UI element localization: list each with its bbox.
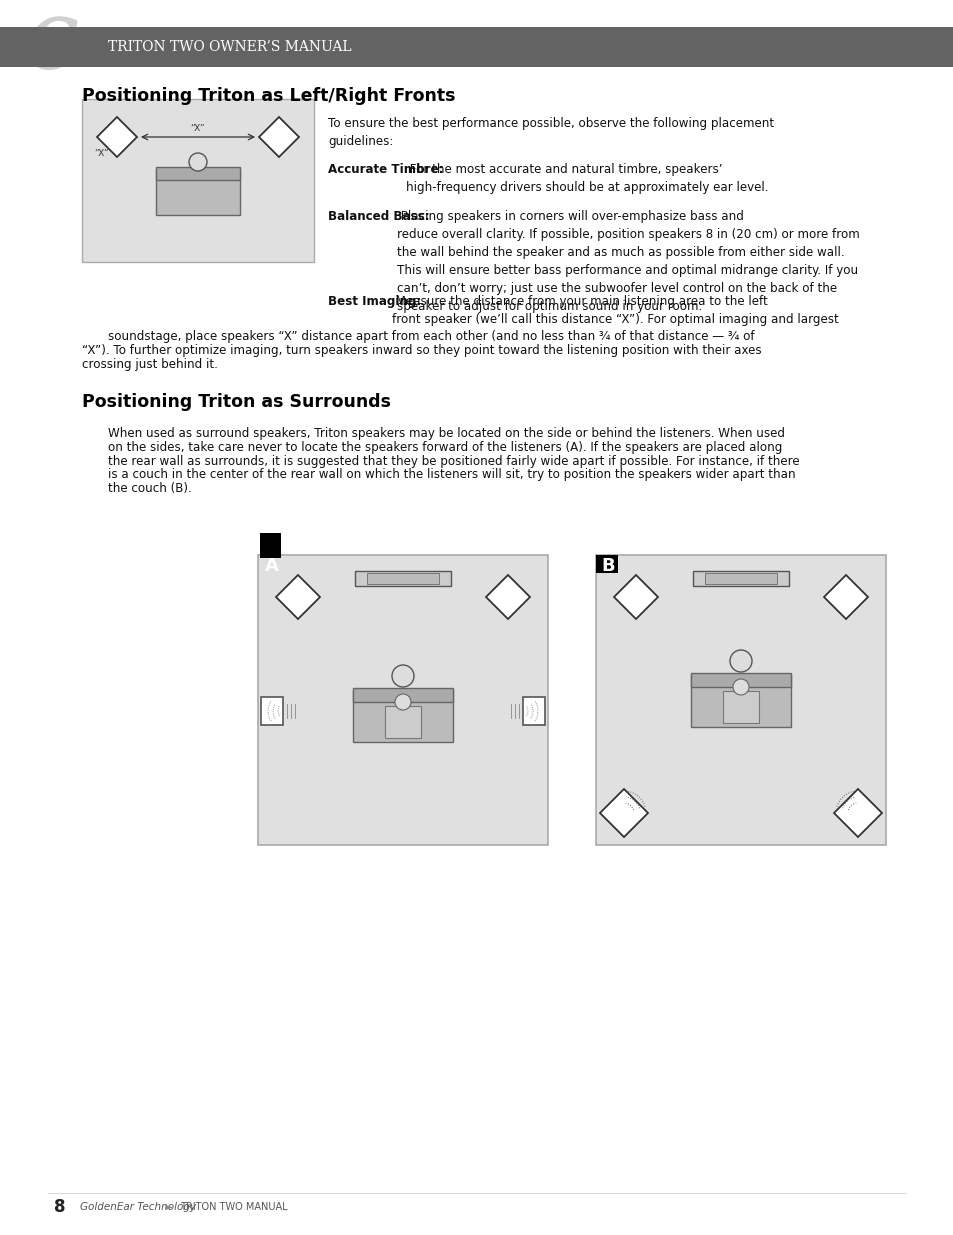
Circle shape: [189, 153, 207, 170]
Bar: [257, 555, 547, 845]
Bar: [722, 692, 759, 722]
Polygon shape: [823, 576, 867, 619]
Text: A: A: [265, 557, 278, 576]
Polygon shape: [258, 117, 298, 157]
Bar: [261, 697, 283, 725]
Polygon shape: [599, 789, 647, 837]
Text: “X”: “X”: [94, 149, 110, 158]
Polygon shape: [275, 576, 319, 619]
Bar: [0, 27, 953, 67]
Text: “X”). To further optimize imaging, turn speakers inward so they point toward the: “X”). To further optimize imaging, turn …: [82, 345, 760, 357]
Polygon shape: [485, 576, 530, 619]
Bar: [690, 676, 790, 727]
Text: GoldenEar Technology: GoldenEar Technology: [80, 1202, 196, 1212]
Text: ►: ►: [162, 1202, 176, 1212]
Text: TRITON TWO MANUAL: TRITON TWO MANUAL: [180, 1202, 287, 1212]
Text: A: A: [263, 536, 278, 555]
Text: When used as surround speakers, Triton speakers may be located on the side or be: When used as surround speakers, Triton s…: [108, 427, 784, 440]
Text: Accurate Timbre:: Accurate Timbre:: [328, 163, 443, 177]
Text: Balanced Bass:: Balanced Bass:: [328, 210, 429, 224]
Text: Positioning Triton as Surrounds: Positioning Triton as Surrounds: [82, 393, 391, 411]
Text: B: B: [600, 557, 614, 576]
Bar: [353, 690, 453, 742]
Text: Best Imaging:: Best Imaging:: [328, 295, 421, 308]
Text: To ensure the best performance possible, observe the following placement
guideli: To ensure the best performance possible,…: [328, 117, 773, 148]
Bar: [704, 573, 776, 584]
Bar: [596, 555, 618, 573]
Circle shape: [732, 679, 748, 695]
Polygon shape: [97, 117, 137, 157]
Bar: [82, 99, 314, 262]
Circle shape: [392, 664, 414, 687]
Text: on the sides, take care never to locate the speakers forward of the listeners (A: on the sides, take care never to locate …: [108, 441, 781, 453]
Circle shape: [395, 694, 411, 710]
Text: the couch (B).: the couch (B).: [108, 482, 192, 495]
Text: Measure the distance from your main listening area to the left
front speaker (we: Measure the distance from your main list…: [392, 295, 838, 326]
Text: TRITON TWO OWNER’S MANUAL: TRITON TWO OWNER’S MANUAL: [108, 40, 352, 54]
Bar: [522, 697, 544, 725]
Text: soundstage, place speakers “X” distance apart from each other (and no less than : soundstage, place speakers “X” distance …: [108, 330, 754, 343]
Bar: [156, 167, 240, 180]
Text: is a couch in the center of the rear wall on which the listeners will sit, try t: is a couch in the center of the rear wal…: [108, 468, 795, 482]
Bar: [690, 673, 790, 687]
Bar: [156, 170, 240, 215]
Bar: [367, 573, 438, 584]
Polygon shape: [614, 576, 658, 619]
Bar: [692, 571, 788, 585]
Text: Placing speakers in corners will over-emphasize bass and
reduce overall clarity.: Placing speakers in corners will over-em…: [396, 210, 859, 312]
Bar: [353, 688, 453, 701]
Bar: [596, 555, 885, 845]
Text: “X”: “X”: [191, 124, 205, 133]
Text: For the most accurate and natural timbre, speakers’
high-frequency drivers shoul: For the most accurate and natural timbre…: [406, 163, 768, 194]
Text: c: c: [25, 0, 79, 89]
Circle shape: [729, 650, 751, 672]
Text: Positioning Triton as Left/Right Fronts: Positioning Triton as Left/Right Fronts: [82, 86, 455, 105]
Polygon shape: [833, 789, 882, 837]
Bar: [385, 706, 420, 739]
Text: 8: 8: [54, 1198, 66, 1216]
Text: crossing just behind it.: crossing just behind it.: [82, 358, 217, 370]
Text: the rear wall as surrounds, it is suggested that they be positioned fairly wide : the rear wall as surrounds, it is sugges…: [108, 454, 799, 468]
Bar: [355, 571, 451, 585]
